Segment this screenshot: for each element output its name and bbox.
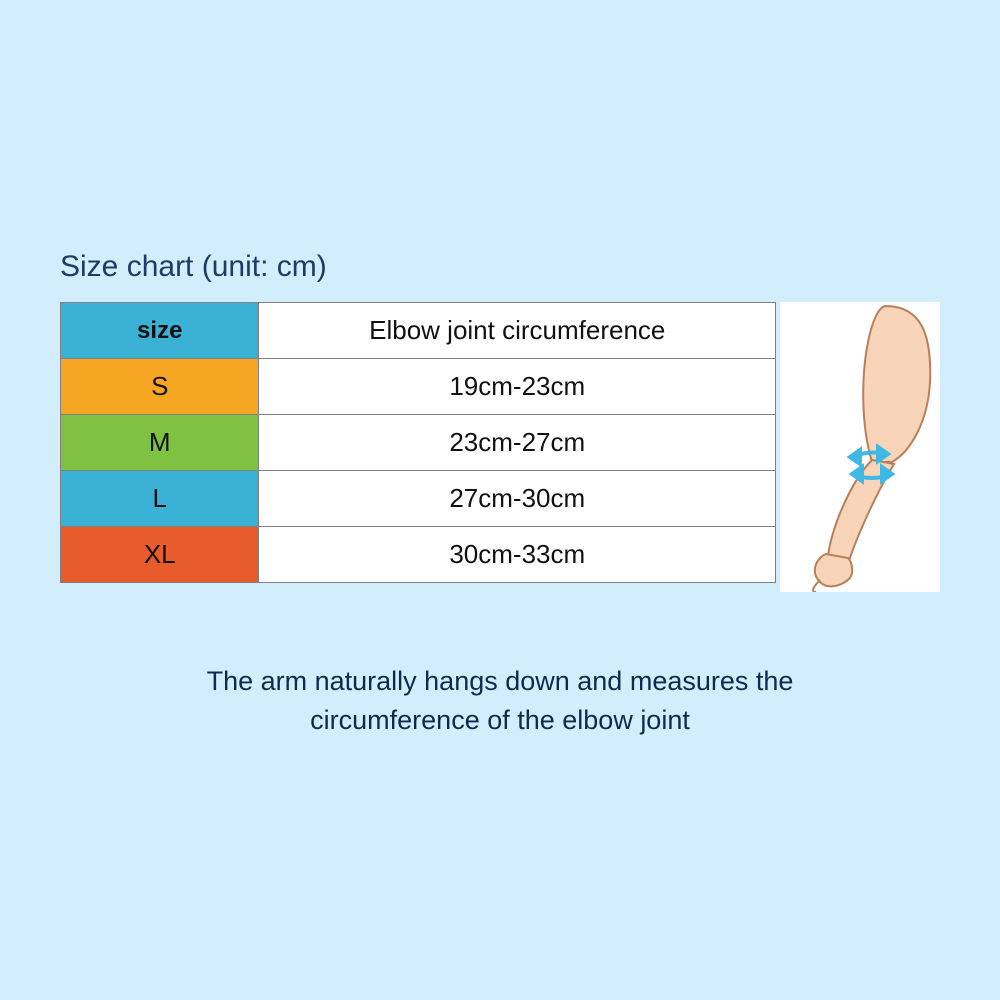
table-row: S 19cm-23cm xyxy=(61,359,776,415)
size-cell: S xyxy=(61,359,259,415)
size-cell: XL xyxy=(61,527,259,583)
size-chart-container: Size chart (unit: cm) size Elbow joint c… xyxy=(60,250,940,740)
measure-cell: 30cm-33cm xyxy=(259,527,776,583)
arm-icon xyxy=(780,302,940,592)
table-body: S 19cm-23cm M 23cm-27cm L 27cm-30cm XL 3… xyxy=(61,359,776,583)
header-measure: Elbow joint circumference xyxy=(259,303,776,359)
measure-cell: 23cm-27cm xyxy=(259,415,776,471)
table-header-row: size Elbow joint circumference xyxy=(61,303,776,359)
instruction-text: The arm naturally hangs down and measure… xyxy=(60,662,940,740)
chart-title: Size chart (unit: cm) xyxy=(60,250,940,284)
table-row: L 27cm-30cm xyxy=(61,471,776,527)
table-row: M 23cm-27cm xyxy=(61,415,776,471)
measure-cell: 19cm-23cm xyxy=(259,359,776,415)
chart-wrap: size Elbow joint circumference S 19cm-23… xyxy=(60,302,940,592)
size-cell: M xyxy=(61,415,259,471)
header-size: size xyxy=(61,303,259,359)
size-cell: L xyxy=(61,471,259,527)
measure-cell: 27cm-30cm xyxy=(259,471,776,527)
arm-illustration xyxy=(780,302,940,592)
size-table: size Elbow joint circumference S 19cm-23… xyxy=(60,302,776,583)
table-row: XL 30cm-33cm xyxy=(61,527,776,583)
